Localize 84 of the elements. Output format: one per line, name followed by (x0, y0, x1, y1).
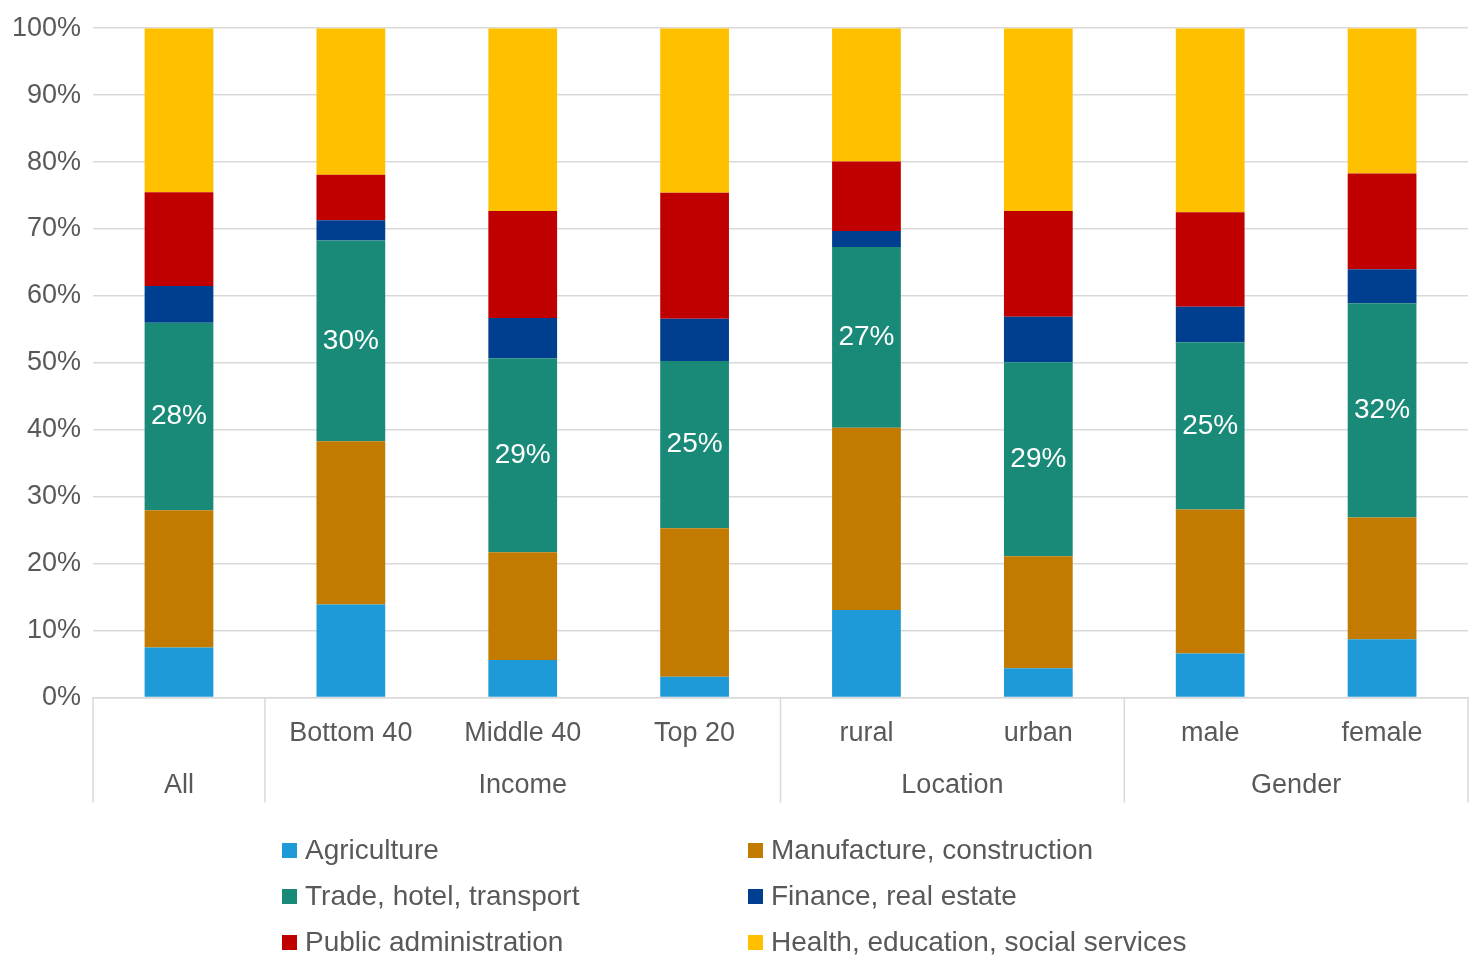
legend-label: Agriculture (305, 833, 439, 867)
bar (316, 174, 386, 221)
bar (1347, 517, 1417, 640)
bar (832, 427, 901, 610)
y-tick-label: 100% (11, 11, 82, 42)
y-tick-label: 50% (27, 346, 82, 377)
bar (144, 322, 214, 511)
bar (1003, 362, 1073, 557)
data-label: 30% (322, 323, 379, 355)
bar (660, 676, 729, 697)
bar (1175, 306, 1245, 343)
bar (1003, 556, 1073, 669)
text: Location (901, 769, 1004, 800)
x-tick-label: Bottom 40 (289, 717, 413, 748)
bar (1003, 28, 1073, 211)
bar (316, 441, 386, 605)
bar (144, 28, 214, 193)
y-tick-label: 90% (27, 78, 82, 109)
bar (660, 360, 729, 529)
bar (1175, 28, 1245, 213)
legend-label: Manufacture, construction (771, 833, 1094, 867)
data-label: 29% (1010, 442, 1067, 474)
bar (1003, 668, 1073, 697)
bar (660, 318, 729, 361)
text: Income (478, 769, 567, 800)
bar (1347, 303, 1417, 518)
bar (660, 192, 729, 319)
bar (832, 28, 901, 162)
bar (488, 660, 558, 697)
x-tick-label: Top 20 (654, 717, 736, 748)
x-tick-label: female (1341, 717, 1423, 748)
y-tick-label: 70% (27, 212, 82, 243)
bar (488, 318, 558, 359)
bar (316, 240, 386, 442)
y-tick-label: 40% (27, 413, 82, 444)
x-tick-label: Middle 40 (464, 717, 582, 748)
legend-label: Trade, hotel, transport (305, 879, 580, 913)
bar (316, 220, 386, 241)
bar (1347, 639, 1417, 697)
bar (488, 210, 558, 319)
bar (488, 358, 558, 553)
bar (1003, 316, 1073, 363)
bar (316, 604, 386, 697)
y-tick-label: 0% (42, 681, 82, 712)
bar (144, 510, 214, 648)
legend-label: Public administration (305, 925, 564, 959)
bar (1175, 653, 1245, 697)
data-label: 27% (838, 320, 895, 352)
bar (1347, 28, 1417, 174)
bar (832, 247, 901, 428)
bar (488, 28, 558, 211)
x-tick-label: male (1180, 717, 1240, 748)
x-tick-label: rural (839, 717, 894, 748)
x-tick-label: urban (1003, 717, 1073, 748)
text: All (163, 769, 194, 800)
bar (660, 28, 729, 193)
bar (144, 192, 214, 286)
data-label: 32% (1354, 393, 1411, 425)
bar (316, 28, 386, 175)
bar (144, 285, 214, 323)
bar (832, 161, 901, 232)
legend-label: Health, education, social services (771, 925, 1187, 959)
y-tick-label: 80% (27, 145, 82, 176)
bar (1175, 342, 1245, 510)
data-label: 25% (666, 427, 723, 459)
y-tick-label: 10% (27, 614, 82, 645)
bar (144, 647, 214, 697)
bar (832, 231, 901, 248)
bar (1175, 212, 1245, 307)
bar (1347, 269, 1417, 304)
data-label: 28% (150, 399, 208, 431)
legend-label: Finance, real estate (771, 879, 1017, 913)
bar (660, 528, 729, 677)
bar (1003, 210, 1073, 317)
bar (832, 609, 901, 697)
bar (1347, 173, 1417, 270)
text: Gender (1251, 769, 1342, 800)
bar (488, 552, 558, 661)
y-tick-label: 20% (27, 547, 82, 578)
bar (1175, 509, 1245, 654)
y-tick-label: 30% (27, 480, 82, 511)
data-label: 29% (494, 438, 551, 469)
data-label: 25% (1182, 408, 1239, 440)
y-tick-label: 60% (27, 279, 82, 310)
